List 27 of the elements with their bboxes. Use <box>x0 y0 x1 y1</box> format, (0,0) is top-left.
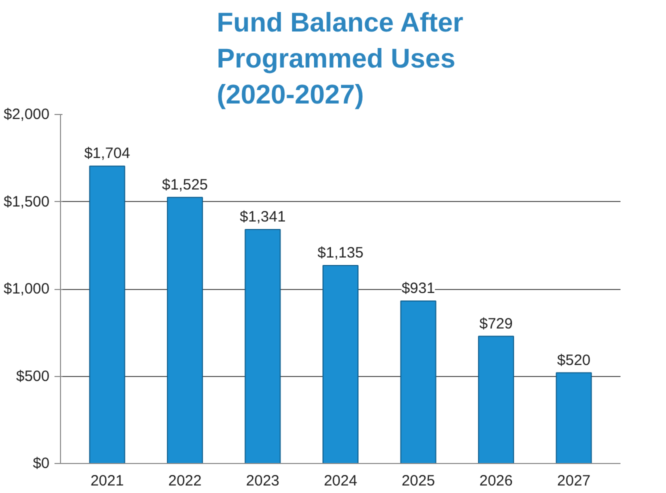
bar <box>400 300 436 464</box>
y-tick-label: $2,000 <box>4 106 50 123</box>
x-tick-label: 2025 <box>402 472 435 490</box>
bar <box>322 264 358 464</box>
x-tick-label: 2024 <box>324 472 358 490</box>
bar <box>244 228 281 464</box>
x-tick-label: 2022 <box>168 472 202 490</box>
data-label: $1,341 <box>240 208 286 226</box>
y-tick-label: $500 <box>16 368 50 385</box>
data-label: $1,525 <box>162 176 208 194</box>
bar <box>556 372 592 464</box>
y-tick-label: $1,000 <box>4 280 50 298</box>
x-tick-label: 2021 <box>90 472 124 490</box>
data-label: $729 <box>479 315 513 332</box>
y-tick-label: $0 <box>32 455 50 472</box>
y-tick-label: $1,500 <box>4 193 50 210</box>
data-label: $1,704 <box>84 145 130 162</box>
x-tick-label: 2023 <box>246 472 280 490</box>
data-label: $931 <box>402 280 435 298</box>
bar <box>478 336 514 464</box>
x-tick-label: 2026 <box>479 472 513 490</box>
data-label: $1,135 <box>318 244 364 262</box>
chart-title: Fund Balance After Programmed Uses (2020-2027) <box>216 8 464 110</box>
data-label: $520 <box>557 352 591 369</box>
bar <box>89 166 126 464</box>
x-tick-label: 2027 <box>557 472 591 490</box>
bar <box>166 196 203 464</box>
